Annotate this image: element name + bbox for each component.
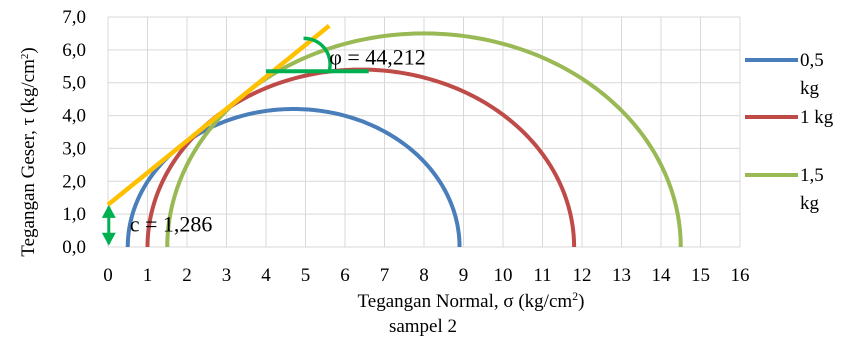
- cohesion-arrow-head-bottom: [101, 232, 116, 246]
- x-tick-label: 9: [459, 265, 469, 286]
- legend-label: 1 kg: [800, 107, 834, 128]
- chart-subtitle: sampel 2: [389, 316, 457, 337]
- x-tick-label: 0: [103, 265, 113, 286]
- x-tick-label: 15: [691, 265, 710, 286]
- x-tick-label: 5: [301, 265, 311, 286]
- x-tick-label: 6: [340, 265, 350, 286]
- y-tick-label: 5,0: [62, 73, 86, 94]
- failure-envelope-line: [106, 24, 331, 207]
- cohesion-arrow-head-top: [101, 204, 116, 218]
- y-tick-label: 1,0: [62, 204, 86, 225]
- y-tick-label: 6,0: [62, 40, 86, 61]
- mohr-circle-series: [125, 106, 462, 248]
- legend-label: 0,5: [800, 50, 824, 71]
- x-tick-label: 3: [222, 265, 232, 286]
- x-tick-label: 14: [652, 265, 672, 286]
- y-tick-label: 0,0: [62, 237, 86, 258]
- x-tick-label: 8: [419, 265, 429, 286]
- x-tick-label: 12: [573, 265, 592, 286]
- x-tick-label: 2: [182, 265, 192, 286]
- y-tick-label: 7,0: [62, 7, 86, 28]
- phi-label: φ = 44,212: [329, 45, 426, 70]
- x-tick-label: 10: [494, 265, 513, 286]
- legend-label-line2: kg: [800, 193, 820, 214]
- phi-angle-arc: [303, 36, 332, 72]
- x-tick-label: 11: [533, 265, 551, 286]
- mohr-circle-series: [165, 31, 683, 248]
- tick-labels: 0 1 2 3 4 5 6 7 8 9 10 11 12 13 14 15 160,01,02,03,04,05…: [62, 7, 749, 286]
- legend-label-line2: kg: [800, 78, 820, 99]
- legend: 0,5 kg 1 kg 1,5 kg: [745, 50, 834, 214]
- annotations: φ = 44,212 c = 1,286: [101, 36, 426, 246]
- y-tick-label: 2,0: [62, 171, 86, 192]
- legend-label: 1,5: [800, 165, 824, 186]
- x-tick-label: 1: [143, 265, 153, 286]
- x-tick-label: 7: [380, 265, 390, 286]
- failure-envelope: [106, 24, 331, 207]
- y-tick-label: 3,0: [62, 138, 86, 159]
- cohesion-label: c = 1,286: [130, 212, 213, 237]
- x-tick-label: 13: [612, 265, 631, 286]
- x-tick-label: 4: [261, 265, 271, 286]
- x-tick-label: 16: [731, 265, 750, 286]
- x-axis-title: Tegangan Normal, σ (kg/cm2): [357, 289, 584, 312]
- y-axis-title: Tegangan Geser, τ (kg/cm2): [18, 47, 39, 256]
- y-tick-label: 4,0: [62, 106, 86, 127]
